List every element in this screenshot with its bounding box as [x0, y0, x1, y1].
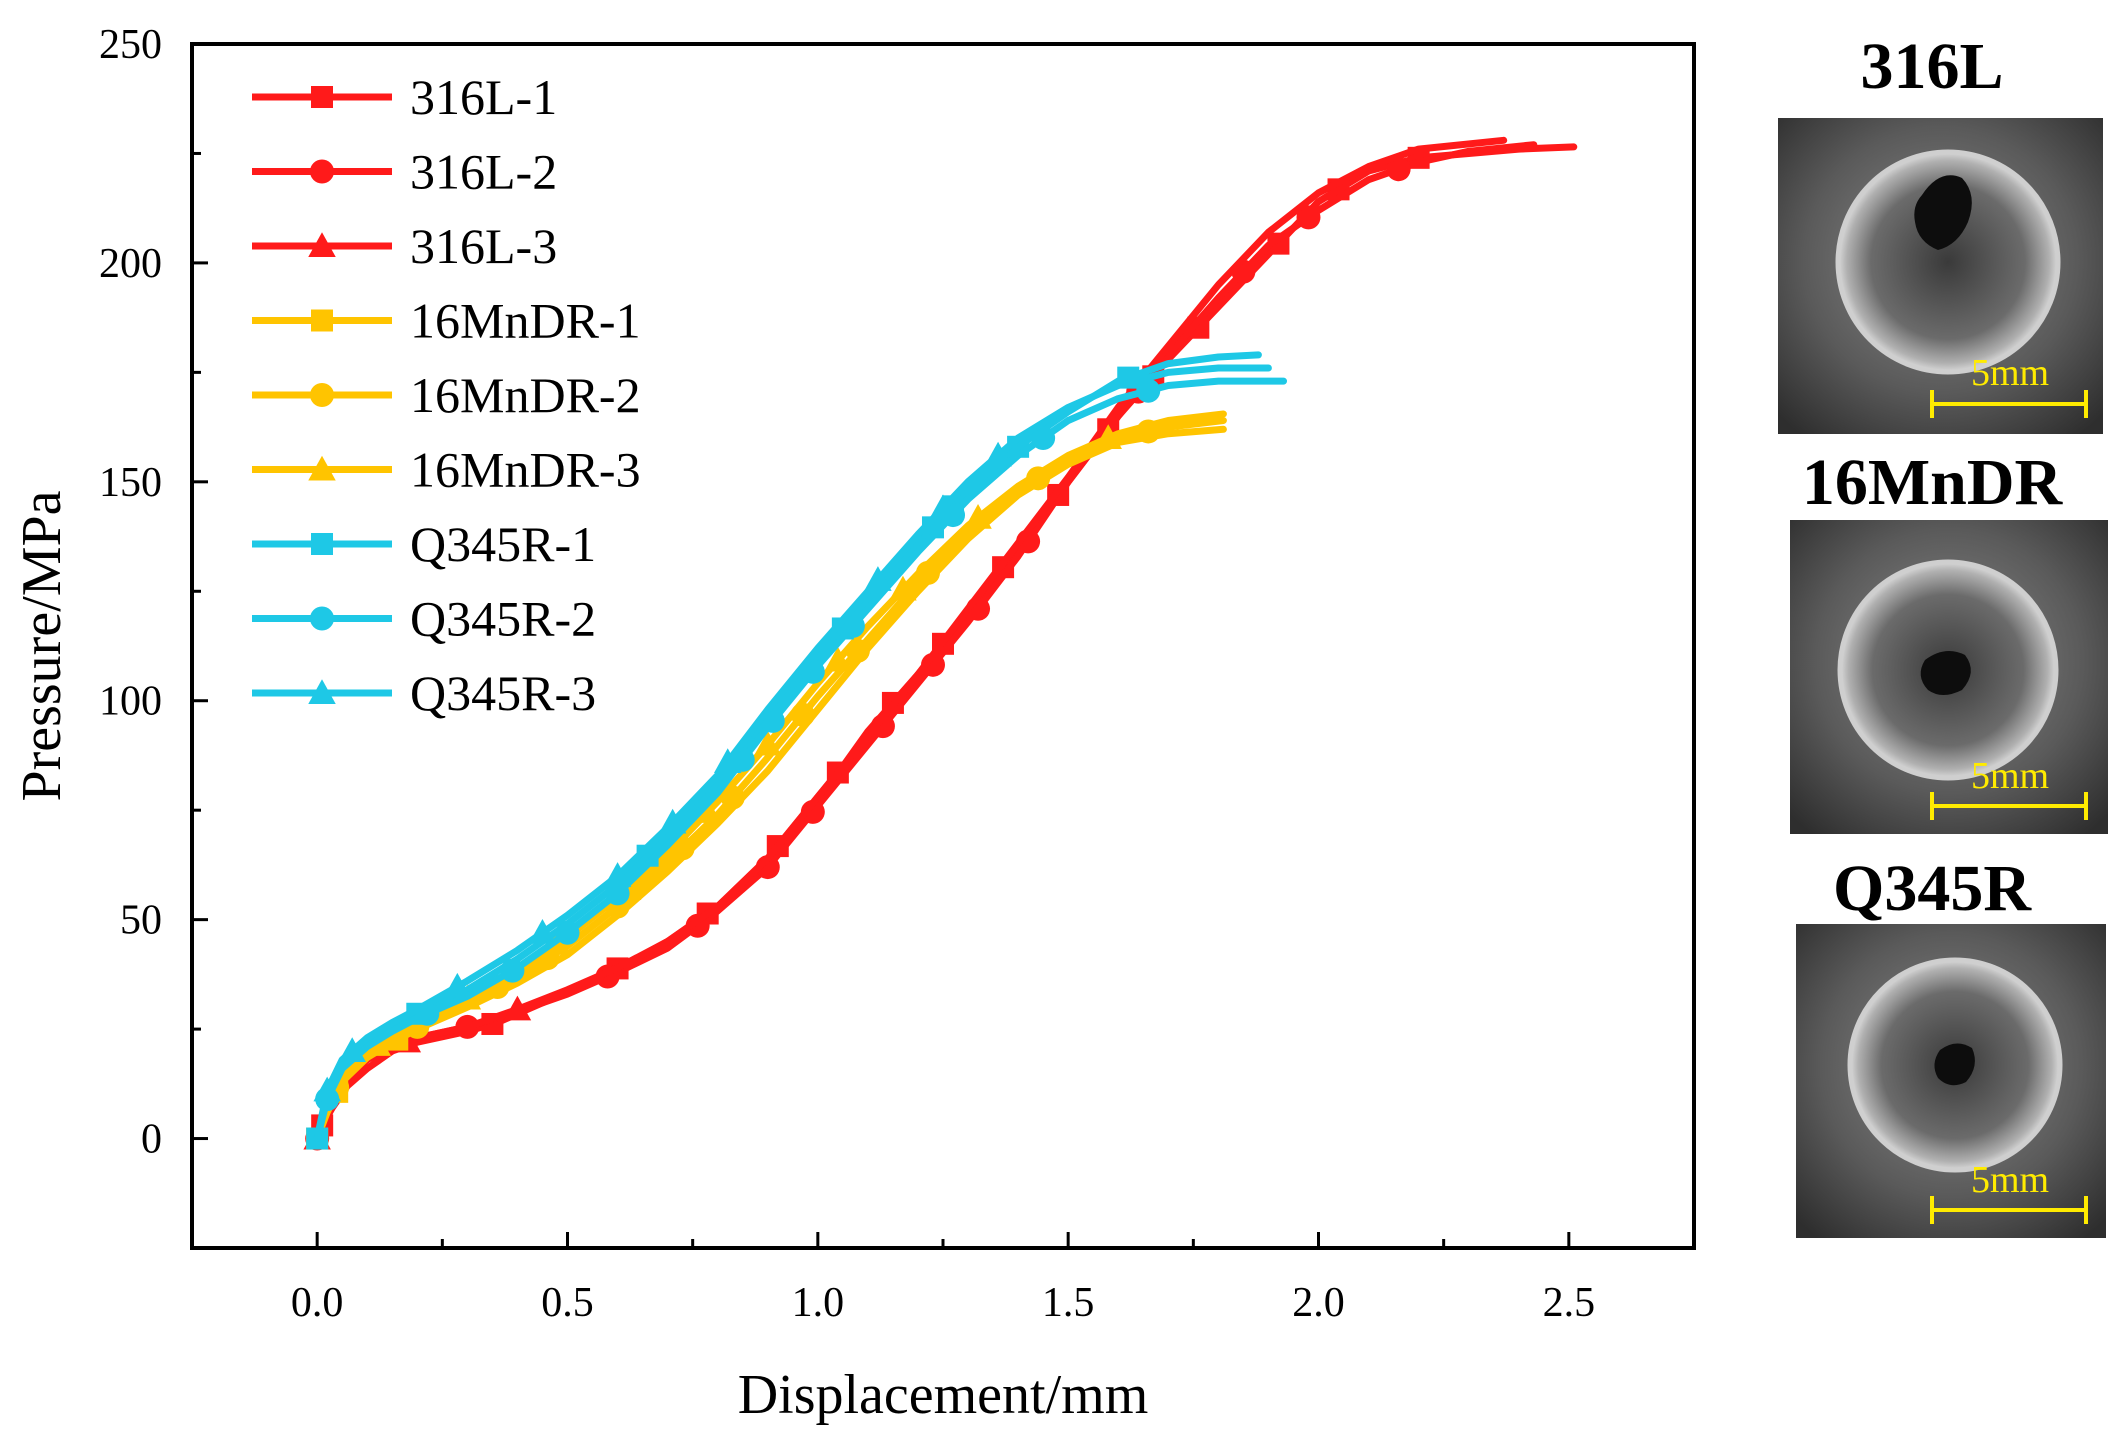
data-point-q345r-3 — [338, 1037, 366, 1062]
x-axis-title: Displacement/mm — [738, 1364, 1149, 1426]
x-tick-label: 2.0 — [1292, 1280, 1345, 1326]
legend-label: Q345R-3 — [410, 665, 596, 721]
data-point-q345r-2 — [605, 881, 630, 906]
scale-label-16MnDR: 5mm — [1971, 755, 2049, 797]
legend: 316L-1 316L-2 316L-3 16MnDR-1 16MnDR-2 16MnDR… — [252, 69, 641, 721]
legend-item-316l-3: 316L-3 — [252, 218, 557, 274]
legend-label: 316L-1 — [410, 69, 557, 125]
data-point-16mndr-3 — [964, 503, 992, 529]
sample-photos-panel: 316L 5mm 16MnDR 5mm Q345R — [1778, 30, 2108, 1238]
legend-item-16mndr-2: 16MnDR-2 — [252, 367, 641, 423]
sample-photo-Q345R: 5mm — [1796, 924, 2106, 1238]
data-point-16mndr-3 — [1094, 424, 1122, 450]
legend-marker — [311, 533, 333, 555]
legend-label: 16MnDR-1 — [410, 293, 641, 349]
scale-label-316L: 5mm — [1971, 352, 2049, 394]
x-tick-label: 1.5 — [1042, 1280, 1095, 1326]
legend-marker — [310, 606, 334, 631]
data-point-16mndr-3 — [889, 575, 917, 601]
legend-label: Q345R-2 — [410, 591, 596, 647]
data-point-q345r-2 — [555, 920, 580, 945]
y-tick-label: 0 — [141, 1117, 162, 1163]
x-tick-label: 0.0 — [291, 1280, 344, 1326]
y-tick-label: 150 — [99, 460, 162, 506]
data-point-16mndr-3 — [754, 730, 782, 756]
legend-item-q345r-3: Q345R-3 — [252, 665, 596, 721]
legend-item-316l-1: 316L-1 — [252, 69, 557, 125]
y-tick-label: 50 — [120, 898, 162, 944]
data-point-q345r-3 — [984, 441, 1012, 467]
data-point-q345r-3 — [713, 748, 742, 774]
sample-title-16MnDR: 16MnDR — [1802, 446, 2064, 519]
data-point-q345r-2 — [1136, 378, 1161, 403]
y-tick-label: 200 — [99, 241, 162, 287]
series-layer — [303, 136, 1578, 1151]
data-point-q345r-3 — [864, 566, 892, 591]
legend-item-16mndr-1: 16MnDR-1 — [252, 293, 641, 349]
data-point-16mndr-3 — [693, 798, 722, 823]
fracture-hole-16MnDR — [1920, 651, 1971, 695]
fracture-hole-Q345R — [1934, 1043, 1975, 1086]
legend-marker — [308, 232, 336, 257]
legend-label: 16MnDR-3 — [410, 442, 641, 498]
series-line-q345r-3 — [313, 364, 1272, 1142]
legend-label: Q345R-1 — [410, 516, 596, 572]
legend-label: 316L-3 — [410, 218, 557, 274]
x-tick-label: 2.5 — [1543, 1280, 1596, 1326]
data-point-316l-2 — [1386, 157, 1411, 182]
legend-marker — [310, 159, 334, 184]
data-point-q345r-3 — [528, 919, 557, 944]
line-chart: 0.0 0.5 1.0 1.5 2.0 2.5 0 50 100 150 200 250 316L-… — [11, 22, 1696, 1426]
legend-marker — [310, 383, 334, 407]
series-q345r-3 — [313, 364, 1272, 1142]
legend-marker — [308, 679, 336, 704]
sample-title-316L: 316L — [1860, 30, 2003, 103]
x-axis: 0.0 0.5 1.0 1.5 2.0 2.5 — [291, 1232, 1595, 1326]
legend-item-q345r-2: Q345R-2 — [252, 591, 596, 647]
legend-item-316l-2: 316L-2 — [252, 144, 557, 200]
x-tick-label: 1.0 — [792, 1280, 845, 1326]
data-point-316l-3 — [503, 995, 532, 1021]
x-tick-label: 0.5 — [541, 1280, 594, 1326]
sample-photo-16MnDR: 5mm — [1790, 520, 2108, 834]
series-line-q345r-2 — [313, 377, 1287, 1142]
legend-item-q345r-1: Q345R-1 — [252, 516, 596, 572]
y-tick-label: 250 — [99, 22, 162, 68]
legend-marker — [308, 455, 336, 481]
sample-title-Q345R: Q345R — [1833, 852, 2032, 925]
data-point-q345r-2 — [1031, 426, 1056, 451]
data-point-q345r-3 — [603, 862, 632, 887]
legend-marker — [311, 309, 333, 332]
data-point-q345r-3 — [443, 972, 472, 998]
series-16mndr-3 — [313, 410, 1227, 1142]
fracture-hole-316L — [1914, 175, 1972, 250]
data-point-16mndr-3 — [824, 646, 852, 672]
legend-item-16mndr-3: 16MnDR-3 — [252, 442, 641, 498]
y-axis-title: Pressure/MPa — [11, 490, 73, 801]
legend-label: 16MnDR-2 — [410, 367, 641, 423]
y-axis: 0 50 100 150 200 250 — [99, 22, 208, 1250]
sample-photo-316L: 5mm — [1778, 118, 2103, 434]
data-point-q345r-3 — [658, 808, 687, 834]
y-tick-label: 100 — [99, 679, 162, 725]
legend-label: 316L-2 — [410, 144, 557, 200]
dimple-316L — [1835, 149, 2061, 375]
data-point-q345r-2 — [500, 958, 525, 983]
data-point-316l-2 — [1296, 205, 1321, 230]
legend-marker — [311, 86, 333, 108]
data-point-q345r-3 — [313, 1076, 341, 1102]
scale-label-Q345R: 5mm — [1971, 1159, 2049, 1201]
data-point-q345r-3 — [929, 494, 957, 520]
